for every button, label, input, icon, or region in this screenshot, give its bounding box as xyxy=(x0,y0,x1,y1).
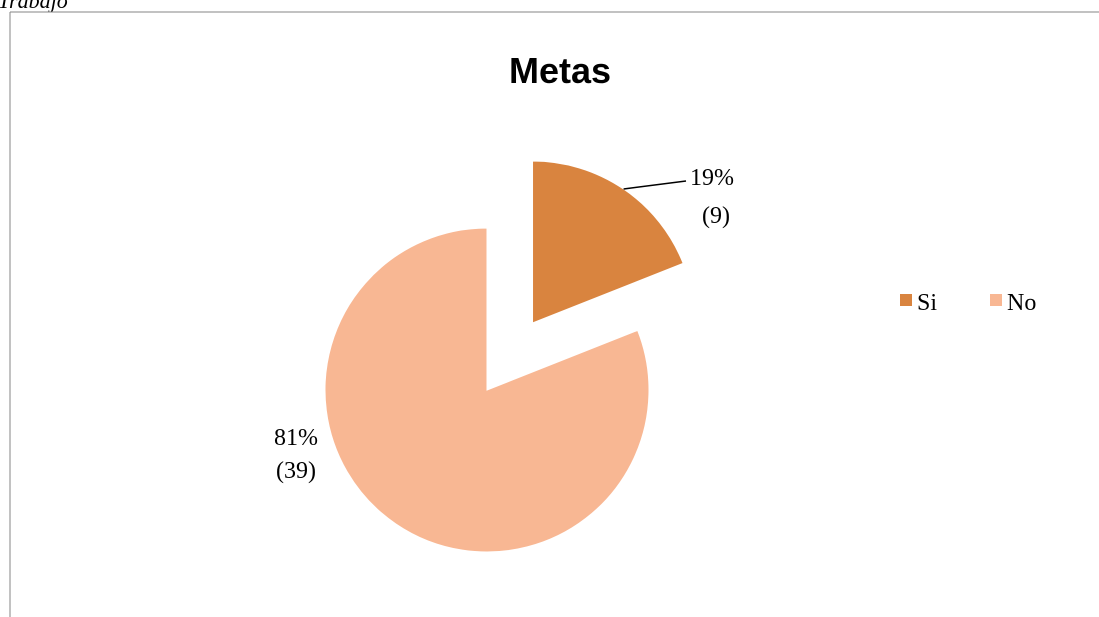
pie-slice xyxy=(532,160,684,324)
chart-frame xyxy=(9,11,1099,617)
pie-slice xyxy=(324,227,650,553)
data-label: 19% xyxy=(690,165,734,191)
legend-label: No xyxy=(1007,290,1036,316)
caption: Trabajo xyxy=(0,0,68,13)
legend-label: Si xyxy=(917,290,937,316)
legend-swatch xyxy=(990,294,1002,306)
chart-title: Metas xyxy=(509,50,611,91)
data-label-count: (39) xyxy=(276,458,316,484)
data-label: 81% xyxy=(274,425,318,451)
data-label-count: (9) xyxy=(702,203,730,229)
leader-line xyxy=(623,180,687,190)
legend-swatch xyxy=(900,294,912,306)
